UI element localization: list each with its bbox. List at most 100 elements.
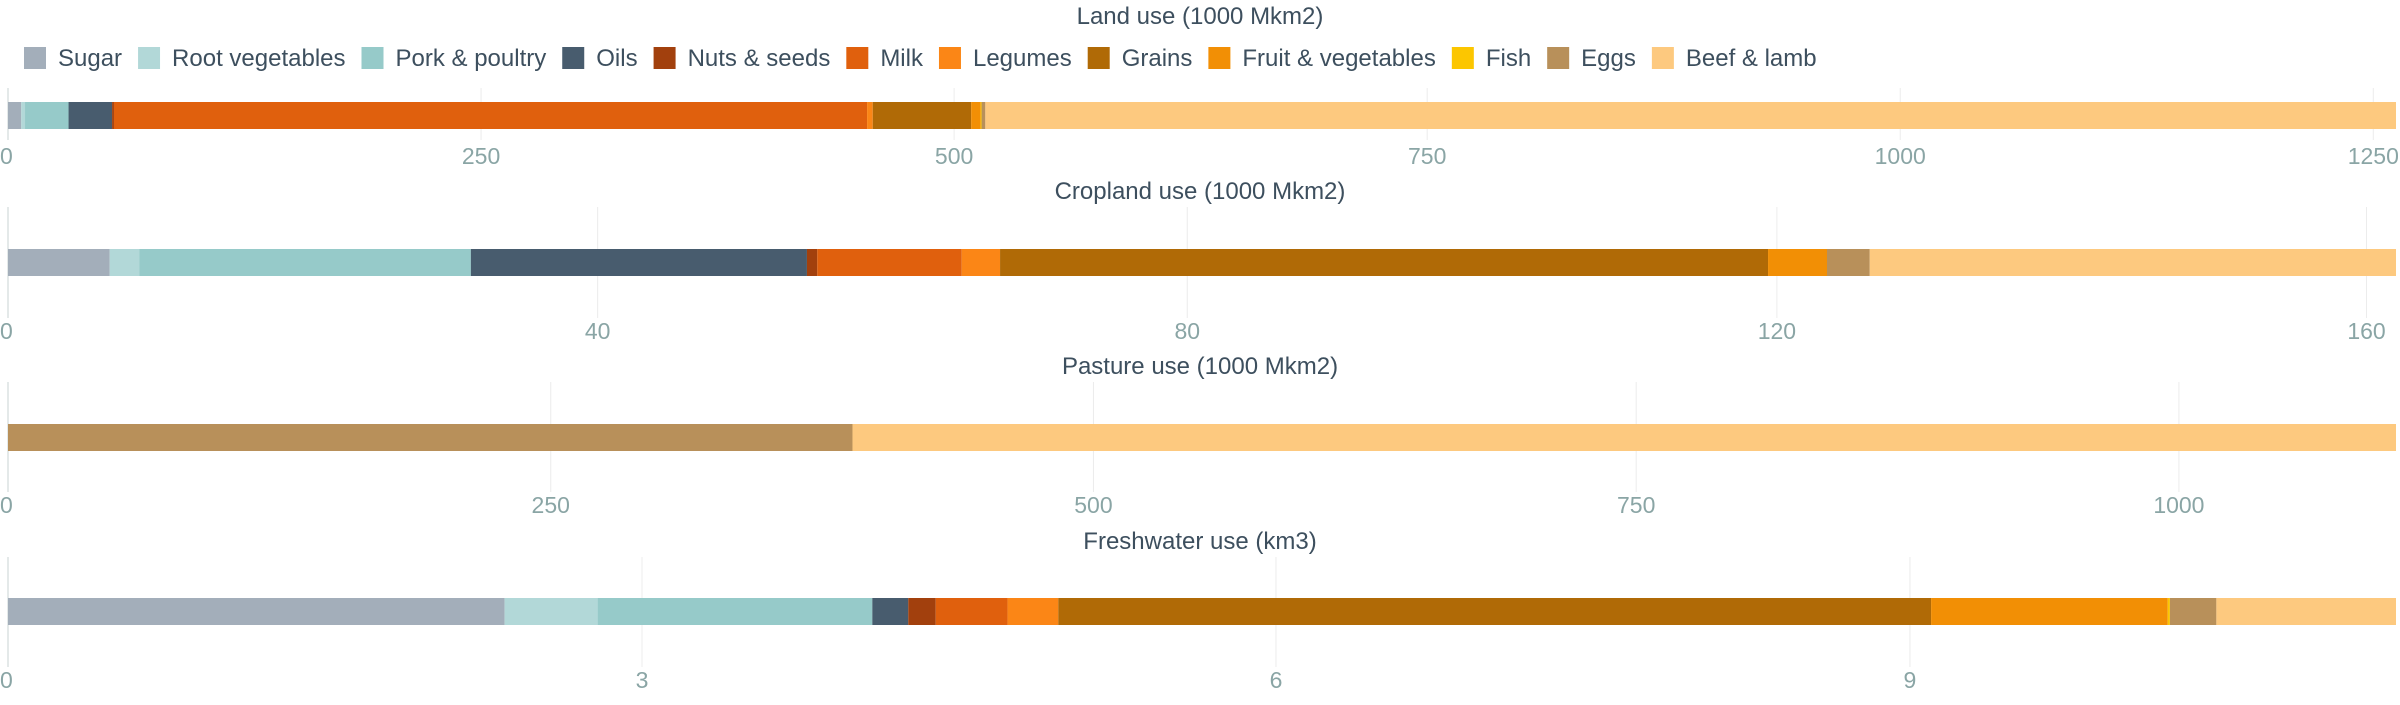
legend-item-eggs[interactable]: Eggs bbox=[1547, 45, 1636, 72]
legend-item-nuts-and-seeds[interactable]: Nuts & seeds bbox=[653, 45, 831, 72]
legend-item-grains[interactable]: Grains bbox=[1087, 45, 1193, 72]
bar-segment-eggs[interactable] bbox=[8, 424, 853, 451]
panel-cropland-use-1000-mkm2: Cropland use (1000 Mkm2) 0 40 80 120 160 bbox=[0, 178, 2396, 344]
bar-segment-pork-and-poultry[interactable] bbox=[25, 102, 69, 129]
bar-segment-pork-and-poultry[interactable] bbox=[597, 598, 873, 625]
legend-swatch bbox=[1208, 47, 1231, 69]
bar-segment-fish[interactable] bbox=[980, 102, 982, 129]
tick-label: 9 bbox=[1904, 667, 1917, 693]
legend-label: Nuts & seeds bbox=[688, 45, 831, 72]
legend-label: Milk bbox=[880, 45, 924, 72]
legend-label: Fish bbox=[1486, 45, 1531, 72]
bar-segment-grains[interactable] bbox=[1000, 249, 1769, 276]
chart-panels: Land use (1000 Mkm2) 0 250 500 750 1000 1250 Cr… bbox=[0, 3, 2399, 693]
legend-swatch bbox=[1087, 47, 1110, 69]
bar-segment-pork-and-poultry[interactable] bbox=[139, 249, 471, 276]
legend-item-milk[interactable]: Milk bbox=[846, 45, 924, 72]
tick-label: 6 bbox=[1270, 667, 1283, 693]
bar-segment-legumes[interactable] bbox=[961, 249, 1001, 276]
legend: Sugar Root vegetables Pork & poultry Oils Nu… bbox=[24, 45, 1817, 72]
bar-segment-sugar[interactable] bbox=[8, 249, 110, 276]
tick-label: 1000 bbox=[1875, 143, 1926, 169]
bar-segment-legumes[interactable] bbox=[867, 102, 873, 129]
tick-label: 160 bbox=[2347, 318, 2385, 344]
panel-freshwater-use-km3: Freshwater use (km3) 0 3 6 9 bbox=[0, 528, 2396, 693]
tick-label: 120 bbox=[1758, 318, 1796, 344]
bar-segment-milk[interactable] bbox=[113, 102, 868, 129]
bar-segment-root-vegetables[interactable] bbox=[504, 598, 598, 625]
legend-item-sugar[interactable]: Sugar bbox=[24, 45, 122, 72]
legend-label: Root vegetables bbox=[172, 45, 345, 72]
bar-segment-oils[interactable] bbox=[470, 249, 807, 276]
legend-swatch bbox=[1547, 47, 1570, 69]
bar-segment-fruit-and-vegetables[interactable] bbox=[1931, 598, 2168, 625]
panel-pasture-use-1000-mkm2: Pasture use (1000 Mkm2) 0 250 500 750 1000 bbox=[0, 353, 2396, 518]
bar-segment-eggs[interactable] bbox=[2169, 598, 2217, 625]
bar-segment-fish[interactable] bbox=[2167, 598, 2170, 625]
legend-item-pork-and-poultry[interactable]: Pork & poultry bbox=[361, 45, 547, 72]
tick-label: 3 bbox=[636, 667, 649, 693]
panel-title: Freshwater use (km3) bbox=[1083, 528, 1316, 555]
legend-swatch bbox=[1651, 47, 1674, 69]
legend-label: Fruit & vegetables bbox=[1242, 45, 1435, 72]
bar-segment-root-vegetables[interactable] bbox=[21, 102, 26, 129]
legend-label: Pork & poultry bbox=[396, 45, 547, 72]
legend-item-beef-and-lamb[interactable]: Beef & lamb bbox=[1651, 45, 1817, 72]
bar-segment-oils[interactable] bbox=[872, 598, 909, 625]
bar-segment-beef-and-lamb[interactable] bbox=[2216, 598, 2396, 625]
bar-segment-legumes[interactable] bbox=[1007, 598, 1059, 625]
legend-item-legumes[interactable]: Legumes bbox=[938, 45, 1072, 72]
legend-swatch bbox=[938, 47, 961, 69]
bar-segment-sugar[interactable] bbox=[8, 102, 22, 129]
legend-swatch bbox=[653, 47, 676, 69]
tick-label: 0 bbox=[0, 318, 13, 344]
tick-label: 750 bbox=[1617, 492, 1655, 518]
tick-label: 80 bbox=[1174, 318, 1200, 344]
bar-segment-beef-and-lamb[interactable] bbox=[1869, 249, 2396, 276]
bar-segment-sugar[interactable] bbox=[8, 598, 505, 625]
panel-title: Land use (1000 Mkm2) bbox=[1077, 3, 1324, 30]
legend-label: Grains bbox=[1122, 45, 1193, 72]
bar-segment-grains[interactable] bbox=[872, 102, 972, 129]
bar-segment-nuts-and-seeds[interactable] bbox=[806, 249, 818, 276]
bar-segment-root-vegetables[interactable] bbox=[109, 249, 140, 276]
legend-swatch bbox=[1451, 47, 1474, 69]
legend-label: Sugar bbox=[58, 45, 122, 72]
tick-label: 250 bbox=[462, 143, 500, 169]
legend-label: Oils bbox=[596, 45, 637, 72]
bar-segment-grains[interactable] bbox=[1058, 598, 1932, 625]
legend-swatch bbox=[361, 47, 384, 69]
legend-swatch bbox=[846, 47, 869, 69]
bar-segment-beef-and-lamb[interactable] bbox=[985, 102, 2397, 129]
bar-segment-milk[interactable] bbox=[935, 598, 1008, 625]
legend-item-fish[interactable]: Fish bbox=[1451, 45, 1531, 72]
tick-label: 500 bbox=[1074, 492, 1112, 518]
bar-segment-oils[interactable] bbox=[68, 102, 113, 129]
bar-segment-fruit-and-vegetables[interactable] bbox=[1768, 249, 1828, 276]
tick-label: 0 bbox=[0, 667, 13, 693]
bar-segment-eggs[interactable] bbox=[1827, 249, 1870, 276]
bar-segment-nuts-and-seeds[interactable] bbox=[112, 102, 114, 129]
panel-title: Pasture use (1000 Mkm2) bbox=[1062, 353, 1338, 380]
tick-label: 1250 bbox=[2348, 143, 2399, 169]
tick-label: 0 bbox=[0, 492, 13, 518]
bar-segment-fruit-and-vegetables[interactable] bbox=[971, 102, 981, 129]
legend-swatch bbox=[562, 47, 585, 69]
tick-label: 500 bbox=[935, 143, 973, 169]
tick-label: 0 bbox=[0, 143, 13, 169]
tick-label: 1000 bbox=[2153, 492, 2204, 518]
tick-label: 750 bbox=[1408, 143, 1446, 169]
bar-segment-eggs[interactable] bbox=[981, 102, 986, 129]
legend-item-fruit-and-vegetables[interactable]: Fruit & vegetables bbox=[1208, 45, 1436, 72]
panel-title: Cropland use (1000 Mkm2) bbox=[1055, 178, 1346, 205]
tick-label: 40 bbox=[585, 318, 611, 344]
legend-item-oils[interactable]: Oils bbox=[562, 45, 638, 72]
legend-swatch bbox=[138, 47, 161, 69]
legend-item-root-vegetables[interactable]: Root vegetables bbox=[138, 45, 346, 72]
bar-segment-beef-and-lamb[interactable] bbox=[852, 424, 2396, 451]
bar-segment-milk[interactable] bbox=[817, 249, 962, 276]
bar-segment-nuts-and-seeds[interactable] bbox=[908, 598, 936, 625]
legend-label: Beef & lamb bbox=[1686, 45, 1817, 72]
